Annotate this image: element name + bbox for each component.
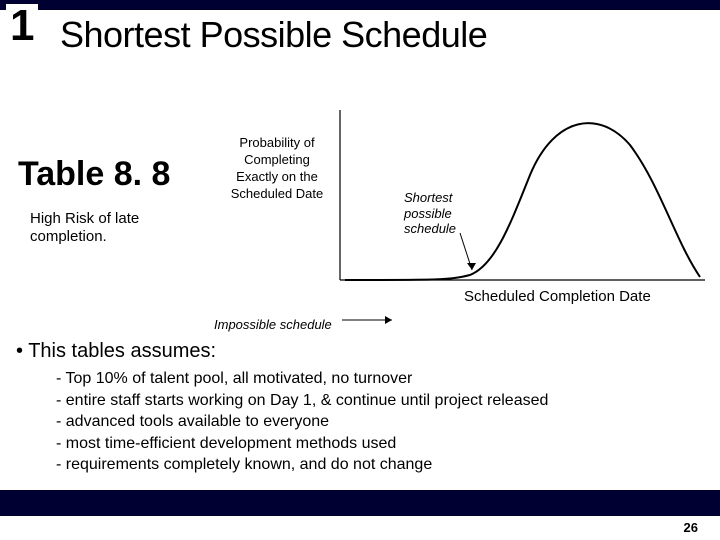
page-number: 26 <box>684 520 698 535</box>
assumption-item: - most time-efficient development method… <box>56 433 548 455</box>
chart-xaxis-label: Scheduled Completion Date <box>464 288 651 305</box>
impossible-text: Impossible schedule <box>214 317 332 332</box>
chart-ylabel: Probability of Completing Exactly on the… <box>222 135 332 203</box>
header-bar <box>0 0 720 10</box>
subnote-line: completion. <box>30 228 107 245</box>
ylabel-line: Completing <box>222 152 332 169</box>
subnote-line: High Risk of late <box>30 210 139 227</box>
table-reference: Table 8. 8 <box>18 155 170 194</box>
slide-title: Shortest Possible Schedule <box>60 14 487 56</box>
ylabel-line: Scheduled Date <box>222 186 332 203</box>
bullet-intro: • This tables assumes: <box>16 340 216 363</box>
ylabel-line: Probability of <box>222 135 332 152</box>
assumptions-list: - Top 10% of talent pool, all motivated,… <box>56 368 548 476</box>
assumption-item: - Top 10% of talent pool, all motivated,… <box>56 368 548 390</box>
subnote: High Risk of late completion. <box>30 210 139 246</box>
assumption-item: - entire staff starts working on Day 1, … <box>56 390 548 412</box>
assumption-item: - advanced tools available to everyone <box>56 411 548 433</box>
impossible-schedule-label: Impossible schedule <box>214 317 332 332</box>
ylabel-line: Exactly on the <box>222 169 332 186</box>
chapter-number: 1 <box>6 4 38 48</box>
footer-bar <box>0 490 720 516</box>
probability-curve <box>345 123 700 280</box>
impossible-arrow <box>342 310 402 330</box>
probability-curve-chart <box>330 105 710 295</box>
assumption-item: - requirements completely known, and do … <box>56 454 548 476</box>
shortest-arrowhead <box>467 263 476 270</box>
